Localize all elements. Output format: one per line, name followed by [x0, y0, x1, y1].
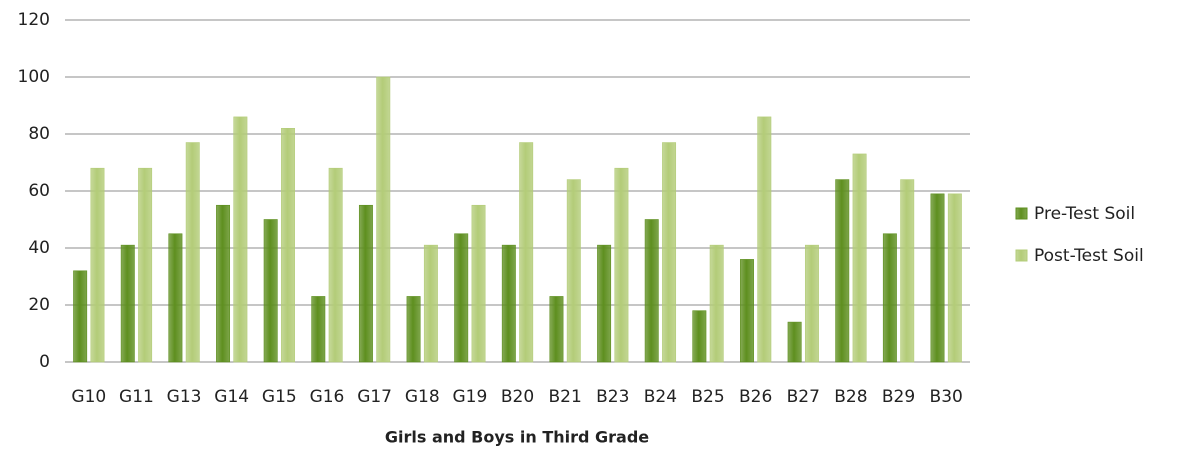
- bar: [597, 244, 612, 363]
- bar: [835, 179, 850, 363]
- legend-swatch: [1015, 207, 1028, 220]
- x-tick-label: B30: [930, 387, 963, 407]
- bar: [406, 296, 421, 363]
- bar: [947, 193, 962, 363]
- bar: [804, 244, 819, 363]
- bar: [519, 142, 534, 363]
- bar: [185, 142, 200, 363]
- bar: [311, 296, 326, 363]
- bar: [216, 204, 231, 363]
- bar: [281, 128, 295, 363]
- x-tick-label: B24: [644, 387, 677, 407]
- y-tick-label: 120: [18, 10, 50, 30]
- y-tick-label: 40: [28, 238, 50, 258]
- x-tick-label: G16: [310, 387, 345, 407]
- bar: [90, 167, 105, 363]
- x-tick-label: G18: [405, 387, 440, 407]
- y-tick-label: 60: [28, 181, 50, 201]
- bar: [549, 296, 564, 363]
- x-tick-label: B23: [596, 387, 629, 407]
- bar: [423, 244, 438, 363]
- bar: [233, 116, 248, 363]
- y-tick-label: 0: [39, 352, 50, 372]
- bar: [454, 233, 469, 363]
- x-tick-label: G15: [262, 387, 297, 407]
- bar: [787, 321, 802, 363]
- x-tick-label: B26: [739, 387, 772, 407]
- x-tick-label: B29: [882, 387, 915, 407]
- x-tick-label: G10: [71, 387, 106, 407]
- bar: [263, 219, 278, 363]
- bar: [644, 219, 659, 363]
- x-tick-label: B28: [834, 387, 867, 407]
- bar: [709, 244, 724, 363]
- y-tick-label: 100: [18, 67, 50, 87]
- bar: [120, 244, 135, 363]
- bar: [757, 116, 772, 363]
- x-tick-label: B20: [501, 387, 534, 407]
- legend-swatch: [1015, 249, 1028, 262]
- x-tick-label: B21: [548, 387, 581, 407]
- legend-label: Pre-Test Soil: [1034, 204, 1135, 224]
- x-tick-label: B25: [691, 387, 724, 407]
- bar: [882, 233, 897, 363]
- bar: [328, 167, 343, 363]
- bar: [852, 153, 867, 363]
- x-axis-title: Girls and Boys in Third Grade: [385, 428, 649, 447]
- y-tick-label: 80: [28, 124, 50, 144]
- bar: [566, 179, 581, 363]
- bar: [930, 193, 945, 363]
- x-tick-label: G14: [214, 387, 249, 407]
- legend-label: Post-Test Soil: [1034, 246, 1144, 266]
- x-tick-label: G19: [452, 387, 487, 407]
- x-tick-label: G13: [167, 387, 202, 407]
- bar: [614, 167, 629, 363]
- bar: [692, 310, 707, 363]
- bar: [662, 142, 677, 363]
- bar: [900, 179, 915, 363]
- bar: [358, 204, 373, 363]
- bar: [376, 76, 391, 363]
- bar: [168, 233, 183, 363]
- bar: [740, 259, 754, 363]
- x-tick-label: G11: [119, 387, 154, 407]
- x-tick-label: G17: [357, 387, 392, 407]
- bar: [501, 244, 516, 363]
- x-tick-label: B27: [787, 387, 820, 407]
- bar: [471, 204, 486, 363]
- bar: [138, 167, 153, 363]
- y-tick-label: 20: [28, 295, 50, 315]
- bar: [73, 270, 88, 363]
